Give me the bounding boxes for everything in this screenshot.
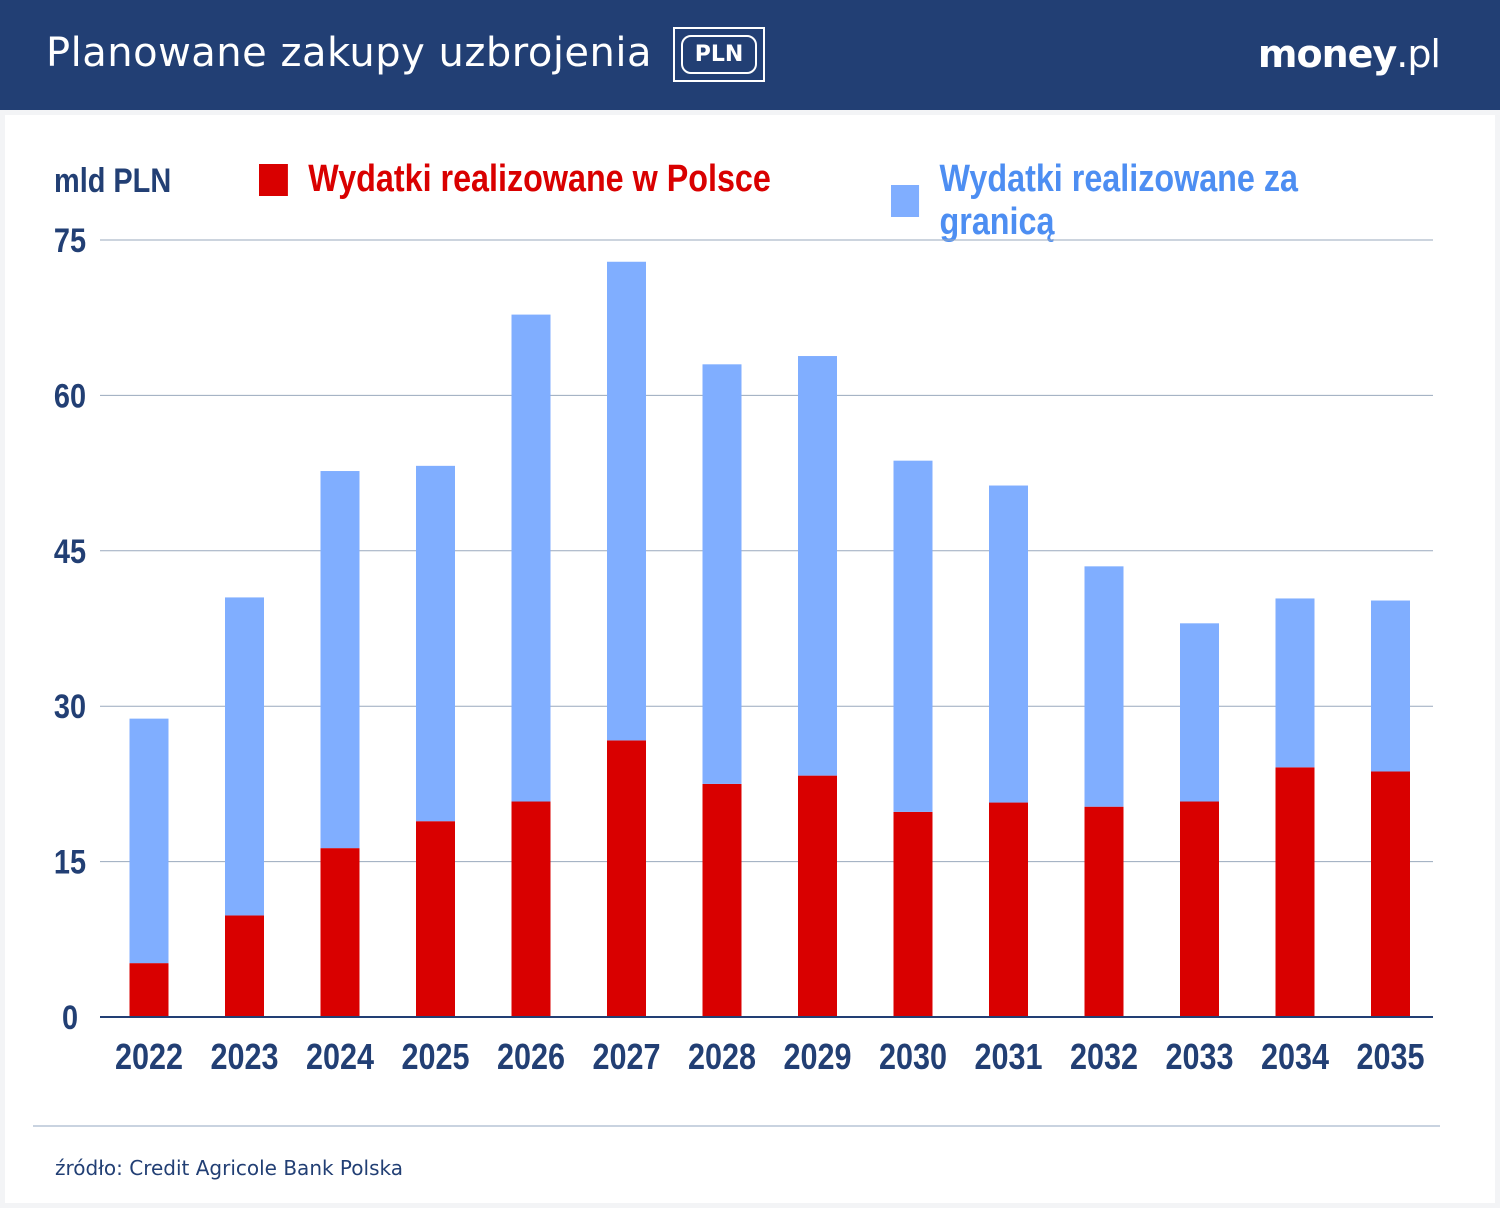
bar-domestic — [1180, 801, 1219, 1017]
legend-item-abroad: Wydatki realizowane za granicą — [891, 158, 1409, 244]
chart-title: Planowane zakupy uzbrojenia — [46, 30, 653, 76]
bar-abroad — [416, 465, 455, 822]
x-tick-label: 2024 — [306, 1038, 374, 1078]
bar-abroad — [1371, 600, 1410, 772]
x-tick-label: 2025 — [401, 1038, 469, 1078]
bar-abroad — [511, 314, 551, 802]
y-tick-label: 75 — [54, 221, 86, 260]
bar-domestic — [798, 775, 837, 1017]
x-tick-label: 2026 — [497, 1038, 565, 1078]
x-tick-label: 2028 — [688, 1038, 756, 1078]
bar-abroad — [320, 471, 360, 849]
y-tick-label: 15 — [54, 842, 86, 881]
bar-domestic — [1275, 767, 1315, 1017]
bar-domestic — [893, 811, 933, 1017]
pln-banknote-icon: PLN — [673, 27, 765, 82]
y-tick-label: 30 — [54, 687, 86, 726]
money-pl-logo: money.pl — [1257, 32, 1441, 76]
y-tick-label: 45 — [54, 532, 86, 571]
bar-abroad — [798, 356, 837, 776]
bar-abroad — [893, 460, 933, 812]
legend-label-domestic: Wydatki realizowane w Polsce — [308, 158, 771, 200]
y-tick-label: 60 — [54, 376, 86, 415]
bar-domestic — [1084, 806, 1124, 1017]
bar-abroad — [607, 261, 646, 741]
x-tick-label: 2022 — [115, 1038, 183, 1078]
bar-domestic — [129, 963, 169, 1017]
x-tick-label: 2027 — [592, 1038, 660, 1078]
bar-abroad — [702, 364, 742, 784]
pln-badge-label: PLN — [681, 35, 757, 74]
legend-item-domestic: Wydatki realizowane w Polsce — [259, 158, 771, 201]
bar-domestic — [320, 848, 360, 1017]
bar-abroad — [1084, 566, 1124, 807]
y-tick-label: 0 — [62, 998, 78, 1037]
x-tick-label: 2034 — [1261, 1038, 1329, 1078]
bar-domestic — [511, 801, 551, 1017]
x-tick-label: 2030 — [879, 1038, 947, 1078]
bar-domestic — [225, 915, 264, 1017]
bar-domestic — [989, 802, 1028, 1017]
legend-swatch-domestic — [259, 163, 288, 196]
bar-domestic — [416, 821, 455, 1017]
bar-abroad — [1275, 598, 1315, 768]
bar-abroad — [989, 485, 1028, 803]
x-tick-label: 2029 — [783, 1038, 851, 1078]
bar-abroad — [225, 597, 264, 916]
bar-domestic — [607, 740, 646, 1017]
header-bar: Planowane zakupy uzbrojenia PLN money.pl — [0, 0, 1500, 110]
logo-suffix: .pl — [1396, 32, 1441, 76]
x-tick-label: 2035 — [1356, 1038, 1424, 1078]
legend-swatch-abroad — [891, 185, 920, 217]
source-note: źródło: Credit Agricole Bank Polska — [55, 1156, 403, 1180]
x-tick-label: 2032 — [1070, 1038, 1138, 1078]
logo-main: money — [1257, 32, 1397, 76]
footer-divider — [33, 1125, 1440, 1127]
x-tick-label: 2023 — [210, 1038, 278, 1078]
bar-domestic — [1371, 771, 1410, 1017]
x-tick-label: 2033 — [1165, 1038, 1233, 1078]
bar-abroad — [1180, 623, 1219, 802]
y-axis-unit: mld PLN — [54, 162, 172, 200]
legend-label-abroad: Wydatki realizowane za granicą — [939, 158, 1298, 243]
bar-abroad — [129, 718, 169, 964]
x-tick-label: 2031 — [974, 1038, 1042, 1078]
bar-domestic — [702, 783, 742, 1017]
